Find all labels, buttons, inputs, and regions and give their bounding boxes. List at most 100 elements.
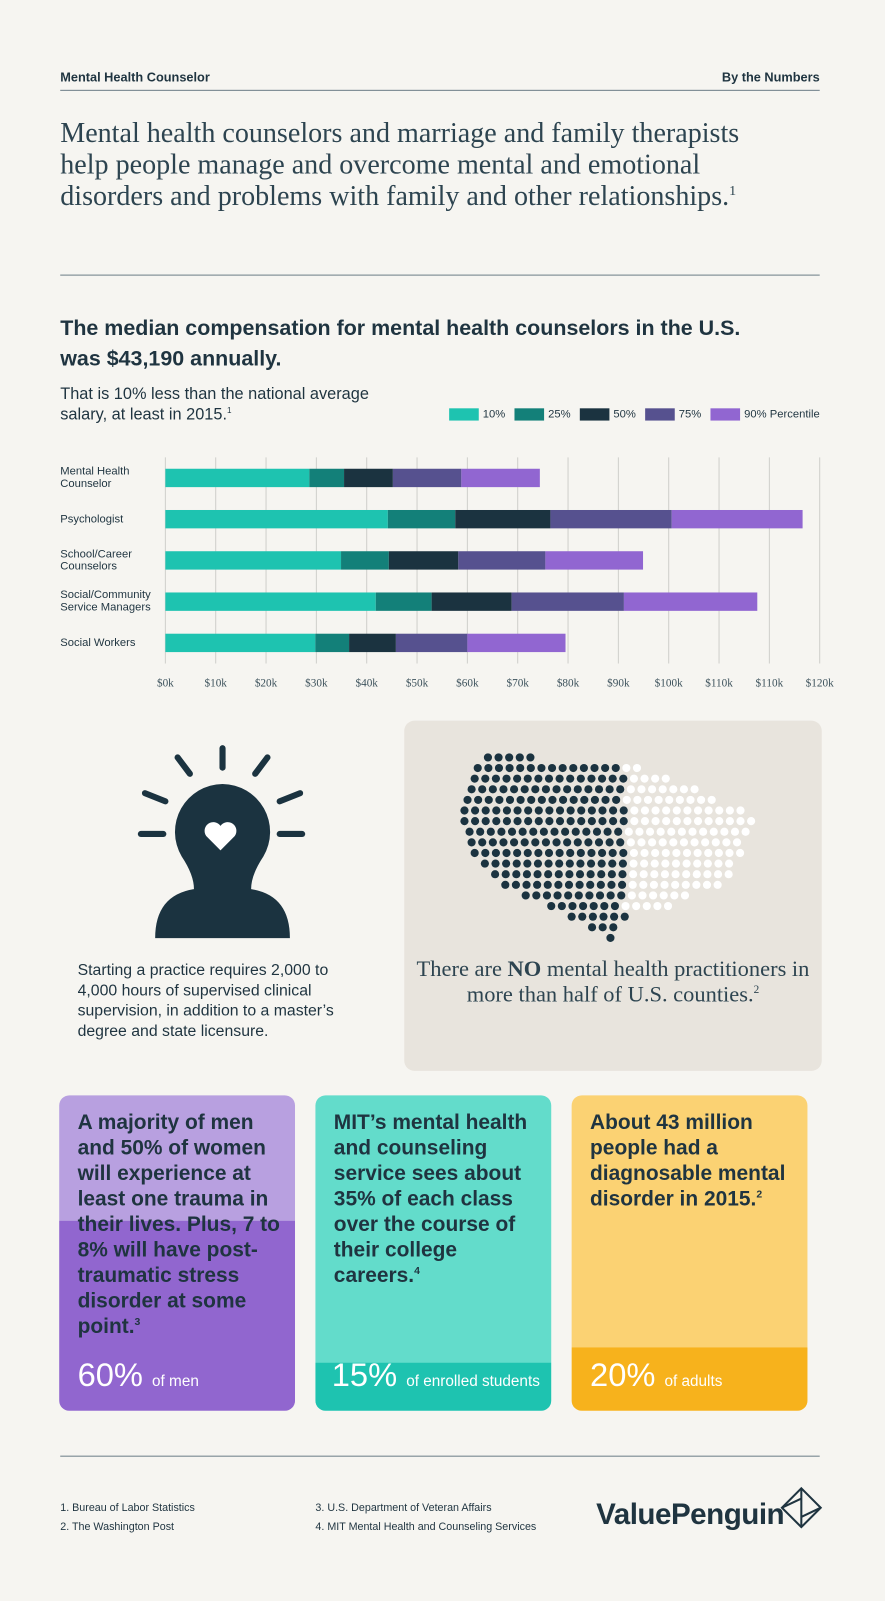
map-dot bbox=[548, 795, 557, 804]
map-dot bbox=[523, 848, 532, 858]
map-dot bbox=[547, 763, 557, 773]
map-dot bbox=[642, 901, 651, 911]
map-dot bbox=[693, 817, 703, 826]
y-tick-label: Social Workers bbox=[60, 636, 136, 650]
x-tick-label: $20k bbox=[255, 678, 278, 690]
x-tick-label: $110k bbox=[756, 678, 784, 690]
map-dot bbox=[533, 870, 542, 879]
us-dot-map bbox=[460, 753, 756, 942]
map-dot bbox=[470, 774, 479, 783]
map-dot bbox=[576, 859, 585, 868]
map-dot bbox=[643, 795, 653, 804]
header-subtitle: By the Numbers bbox=[721, 70, 820, 85]
map-dot bbox=[518, 827, 527, 836]
map-dot bbox=[491, 859, 500, 868]
x-tick-label: $60k bbox=[456, 678, 479, 690]
map-dot bbox=[544, 848, 554, 858]
source: 4. MIT Mental Health and Counseling Serv… bbox=[315, 1520, 537, 1534]
map-dot bbox=[533, 859, 543, 868]
map-dot bbox=[531, 838, 540, 847]
map-dot bbox=[597, 848, 607, 858]
map-dot bbox=[671, 880, 680, 889]
map-dot bbox=[491, 870, 500, 879]
stat-value: 60% bbox=[77, 1356, 143, 1394]
map-dot bbox=[722, 838, 731, 847]
map-dot bbox=[629, 774, 638, 783]
map-dot bbox=[610, 912, 619, 921]
map-dot bbox=[476, 827, 485, 836]
bar-segment bbox=[550, 509, 672, 529]
map-dot bbox=[606, 933, 615, 942]
map-dot bbox=[651, 817, 660, 826]
map-dot bbox=[569, 763, 578, 773]
map-dot bbox=[520, 838, 529, 847]
map-dot bbox=[640, 817, 650, 826]
practice-text: Starting a practice requires 2,000 to 4,… bbox=[77, 961, 334, 1041]
stat-value: 20% bbox=[590, 1356, 656, 1394]
map-dot bbox=[688, 827, 697, 836]
map-dot bbox=[693, 859, 702, 868]
map-dot bbox=[682, 870, 691, 879]
legend-swatch bbox=[449, 408, 479, 421]
map-dot bbox=[563, 838, 572, 847]
sources: 1. Bureau of Labor Statistics 2. The Was… bbox=[60, 1499, 195, 1538]
map-dot bbox=[683, 817, 692, 826]
map-dot bbox=[513, 806, 522, 815]
map-dot bbox=[747, 817, 756, 826]
logo-mark bbox=[780, 1486, 823, 1529]
map-dot bbox=[713, 870, 723, 879]
map-dot bbox=[605, 838, 614, 847]
map-dot bbox=[672, 817, 681, 826]
map-dot bbox=[654, 795, 663, 804]
map-dot bbox=[537, 795, 546, 804]
subhead: That is 10% less than the national avera… bbox=[60, 385, 397, 426]
map-dot bbox=[692, 880, 701, 889]
map-dot bbox=[587, 817, 596, 826]
footnote: 1 bbox=[226, 405, 232, 416]
map-dot bbox=[497, 827, 506, 836]
map-dot bbox=[537, 763, 546, 773]
map-dot bbox=[600, 901, 609, 911]
map-dot bbox=[732, 838, 742, 847]
map-dot bbox=[481, 817, 490, 826]
map-dot bbox=[491, 774, 500, 783]
map-dot bbox=[585, 891, 594, 900]
map-dot bbox=[598, 923, 607, 932]
map-dot bbox=[671, 859, 681, 868]
map-dot bbox=[692, 870, 701, 879]
map-dot bbox=[505, 795, 515, 804]
map-dot bbox=[590, 795, 600, 804]
legend-label: 90% Percentile bbox=[744, 408, 820, 421]
emphasis: NO bbox=[507, 955, 542, 981]
map-dot bbox=[605, 785, 614, 794]
card-stat: 60% of men bbox=[78, 1357, 199, 1395]
map-dot bbox=[682, 859, 691, 868]
map-dot bbox=[661, 774, 670, 783]
map-dot bbox=[653, 901, 662, 911]
x-tick-label: $50k bbox=[406, 678, 429, 690]
text: mental health practitioners in more than… bbox=[466, 955, 810, 1007]
map-dot bbox=[639, 870, 648, 879]
map-dot bbox=[618, 859, 627, 868]
map-dot bbox=[601, 795, 610, 804]
map-dot bbox=[523, 774, 532, 783]
map-dot bbox=[524, 817, 533, 826]
map-dot bbox=[566, 806, 575, 815]
map-dot bbox=[699, 827, 708, 836]
map-dot bbox=[656, 827, 665, 836]
map-dot bbox=[513, 817, 522, 826]
map-dot bbox=[667, 827, 676, 836]
map-dot bbox=[513, 848, 522, 858]
map-dot bbox=[481, 774, 490, 783]
bar-segment bbox=[388, 551, 459, 570]
map-dot bbox=[465, 827, 474, 836]
x-tick-label: $110k bbox=[705, 678, 733, 690]
map-dot bbox=[501, 870, 510, 879]
map-dot bbox=[509, 785, 519, 794]
map-dot bbox=[467, 838, 476, 847]
map-dot bbox=[582, 827, 591, 836]
map-dot bbox=[681, 880, 690, 889]
map-dot bbox=[564, 891, 573, 900]
map-dot bbox=[679, 838, 689, 847]
map-dot bbox=[512, 870, 521, 879]
